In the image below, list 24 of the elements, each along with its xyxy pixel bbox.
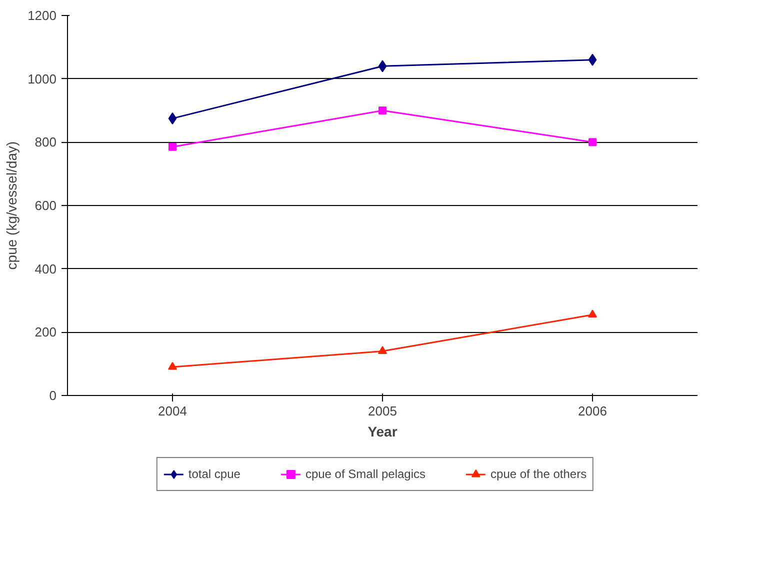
legend-label: total cpue <box>188 467 240 481</box>
legend-label: cpue of Small pelagics <box>305 467 426 481</box>
point <box>378 106 386 114</box>
y-tick-label: 400 <box>34 261 57 276</box>
y-axis-title: cpue (kg/vessel/day) <box>4 141 20 270</box>
y-tick-label: 1200 <box>28 8 56 23</box>
point <box>168 362 177 370</box>
y-tick-label: 200 <box>34 324 57 340</box>
point <box>588 310 597 318</box>
y-tick-label: 800 <box>34 134 57 150</box>
x-axis-title: Year <box>368 424 398 440</box>
point <box>168 142 176 151</box>
point <box>588 138 596 146</box>
y-tick-label: 600 <box>34 198 57 213</box>
point <box>378 346 387 354</box>
x-tick-label: 2004 <box>158 404 187 418</box>
x-tick-label: 2005 <box>368 404 397 418</box>
legend-label: cpue of the others <box>490 467 587 481</box>
y-tick-label: 1000 <box>28 71 56 86</box>
point <box>378 60 387 72</box>
point <box>588 54 597 66</box>
y-tick-label: 0 <box>49 388 57 403</box>
point <box>168 112 177 124</box>
x-tick-label: 2006 <box>578 404 607 418</box>
